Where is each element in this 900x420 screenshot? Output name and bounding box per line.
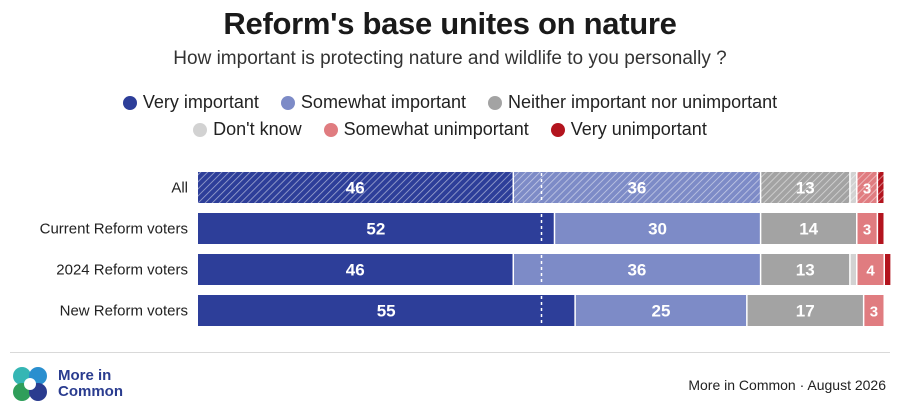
- data-label: 3: [863, 181, 871, 198]
- bar-segment: [850, 254, 857, 285]
- data-label: 55: [377, 302, 396, 321]
- bar-segment: [555, 213, 760, 244]
- data-label: 46: [346, 179, 365, 198]
- bar-segment: [761, 172, 850, 203]
- legend-label: Somewhat important: [300, 92, 466, 112]
- data-label: 17: [796, 302, 815, 321]
- bar-segment: [198, 172, 513, 203]
- bar-segment: [761, 254, 850, 285]
- data-label: 4: [866, 263, 875, 280]
- source-note: More in Common · August 2026: [688, 377, 886, 393]
- data-label: 36: [627, 261, 646, 280]
- data-label: 30: [648, 220, 667, 239]
- data-label: 46: [346, 261, 365, 280]
- data-label: 52: [366, 220, 385, 239]
- bar-segment: [198, 254, 513, 285]
- legend-row-1: Very important Somewhat important Neithe…: [0, 92, 900, 113]
- legend-dont-know: Don't know: [193, 119, 302, 140]
- bar-segment: [514, 254, 760, 285]
- bar-segment: [864, 295, 884, 326]
- legend-swatch: [550, 122, 565, 137]
- data-label: 13: [796, 261, 815, 280]
- legend-neither: Neither important nor unimportant: [488, 92, 777, 113]
- bar-segment: [878, 213, 884, 244]
- legend-swatch: [323, 122, 338, 137]
- category-label: 2024 Reform voters: [56, 262, 188, 279]
- bar-segment: [850, 172, 857, 203]
- bar-segment: [761, 213, 857, 244]
- more-in-common-logo: More in Common: [10, 364, 123, 404]
- legend-swatch: [122, 95, 137, 110]
- data-label: 3: [870, 304, 878, 321]
- bar-segment: [575, 295, 747, 326]
- bar-segment: [198, 213, 554, 244]
- bar-segment: [857, 254, 884, 285]
- legend-label: Neither important nor unimportant: [508, 92, 778, 112]
- logo-wordmark: More in Common: [58, 368, 123, 400]
- legend-label: Very important: [142, 92, 259, 112]
- legend-label: Somewhat unimportant: [343, 119, 529, 139]
- category-label: All: [171, 180, 188, 197]
- legend-swatch: [488, 95, 502, 110]
- bar-segment: [857, 172, 877, 203]
- bar-segment: [198, 295, 575, 326]
- chart-title: Reform's base unites on nature: [223, 6, 677, 41]
- legend-very-unimportant: Very unimportant: [550, 119, 707, 140]
- data-label: 3: [863, 222, 871, 239]
- logo-line-2: Common: [58, 383, 123, 400]
- bar-segment: [857, 213, 877, 244]
- legend-swatch: [193, 122, 208, 137]
- legend-row-2: Don't know Somewhat unimportant Very uni…: [0, 119, 900, 140]
- legend-somewhat-unimportant: Somewhat unimportant: [323, 119, 529, 140]
- chart-subtitle: How important is protecting nature and w…: [173, 48, 727, 69]
- logo-mark-icon: [13, 367, 47, 401]
- legend-very-important: Very important: [122, 92, 259, 113]
- stacked-bar-chart: All 46 36 13 3 Current Reform voters 52 30 14 3 20…: [40, 172, 891, 326]
- category-label: Current Reform voters: [40, 221, 188, 238]
- legend-label: Very unimportant: [570, 119, 707, 139]
- bar-segment: [878, 172, 884, 203]
- data-label: 36: [627, 179, 646, 198]
- bar-segment: [885, 254, 891, 285]
- data-label: 14: [799, 220, 818, 239]
- legend-somewhat-important: Somewhat important: [280, 92, 466, 113]
- footer-divider: [10, 352, 890, 353]
- category-label: New Reform voters: [60, 303, 188, 320]
- legend-swatch: [280, 95, 295, 110]
- logo-line-1: More in: [58, 367, 112, 384]
- bar-segment: [514, 172, 760, 203]
- data-label: 13: [796, 179, 815, 198]
- data-label: 25: [652, 302, 671, 321]
- legend-label: Don't know: [213, 119, 302, 139]
- bar-segment: [747, 295, 863, 326]
